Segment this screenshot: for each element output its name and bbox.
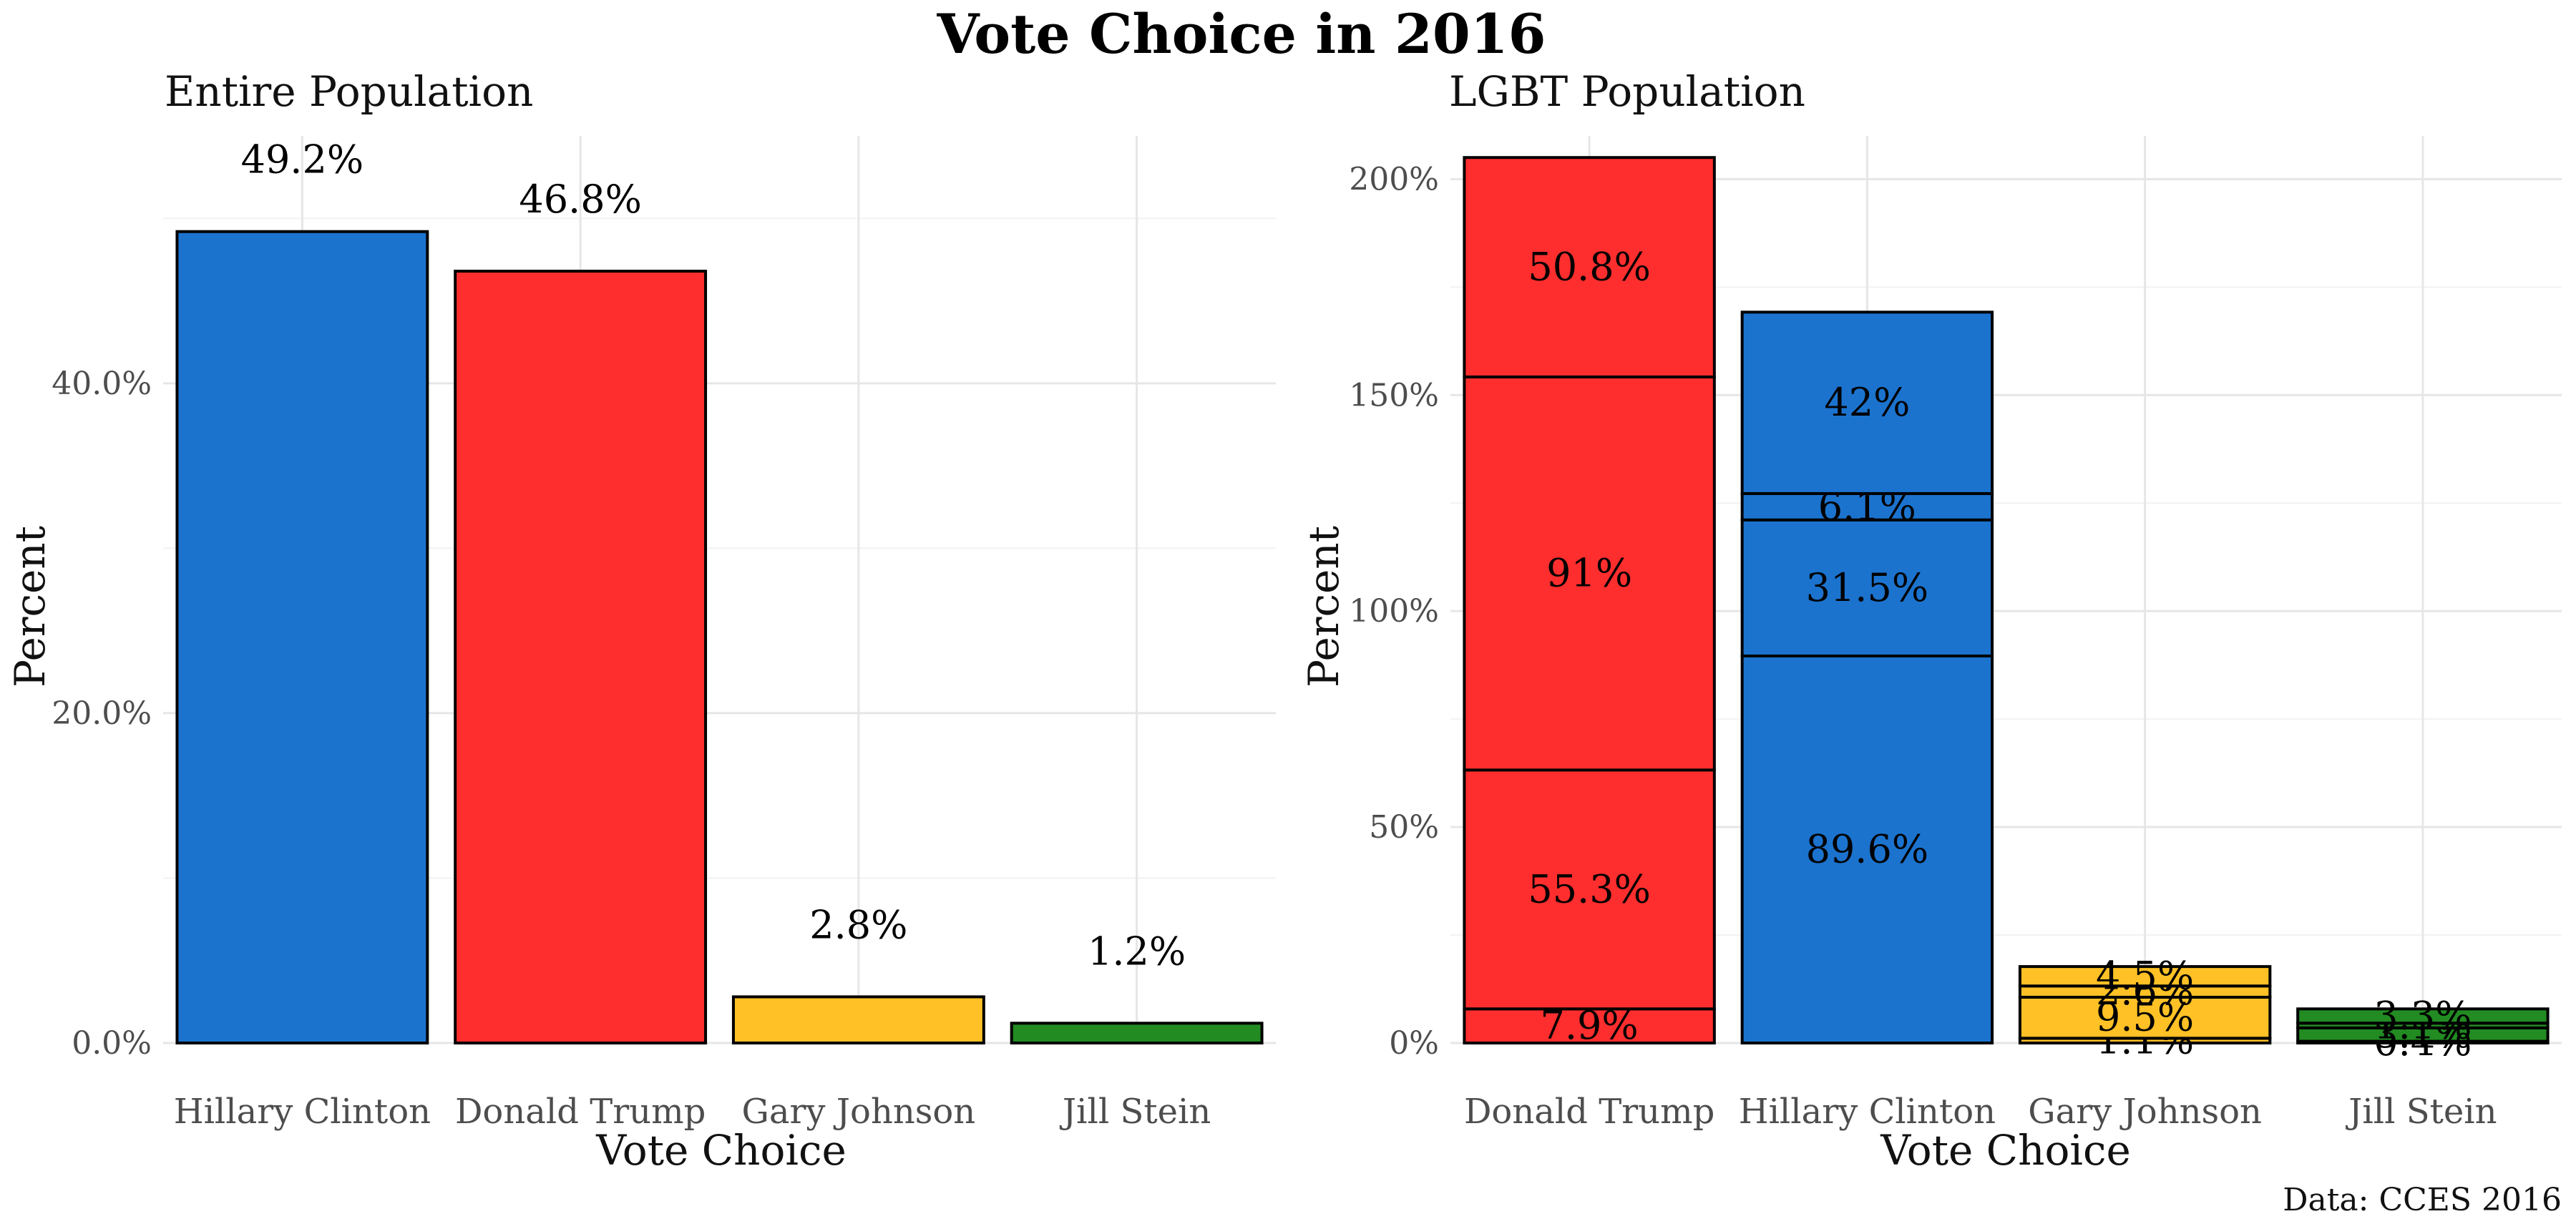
lgbt-population-y-axis-title: Percent [1299, 526, 1348, 687]
lgbt-population-data-label-donald-trump-4: 50.8% [1528, 245, 1651, 290]
entire-population-panel: Entire Population 49.2% 46.8% 2.8% 1.2% 0.0… [6, 67, 1276, 1175]
entire-population-y-tick-label: 40.0% [52, 366, 152, 402]
lgbt-population-bars: 7.9%55.3%91%50.8%89.6%31.5%6.1%42%1.1%9.… [1463, 156, 2550, 1064]
entire-population-x-tick-jill-stein: Jill Stein [1059, 1092, 1211, 1132]
entire-population-bar-donald-trump [454, 270, 708, 1045]
entire-population-y-tick-label: 20.0% [52, 695, 152, 732]
lgbt-population-bar-hillary-clinton-segment-2 [1740, 518, 1994, 657]
lgbt-population-x-tick-gary-johnson: Gary Johnson [2028, 1092, 2262, 1132]
lgbt-population-data-label-donald-trump-2: 55.3% [1528, 866, 1651, 911]
entire-population-data-label-jill-stein: 1.2% [1088, 929, 1186, 974]
lgbt-population-bar-donald-trump-segment-2 [1463, 768, 1716, 1011]
lgbt-population-bar-gary-johnson-segment-4 [2018, 965, 2272, 988]
entire-population-bar-jill-stein [1010, 1022, 1264, 1045]
entire-population-data-label-hillary-clinton: 49.2% [241, 137, 364, 182]
lgbt-population-y-tick-label: 0% [1389, 1025, 1439, 1062]
lgbt-population-y-tick-label: 50% [1369, 809, 1439, 846]
lgbt-population-y-ticks: 0% 50% 100% 150% 200% [1349, 161, 1439, 1062]
chart-title: Vote Choice in 2016 [936, 2, 1546, 66]
entire-population-subtitle: Entire Population [165, 67, 533, 116]
entire-population-y-tick-label: 0.0% [72, 1025, 152, 1062]
lgbt-population-y-tick-label: 100% [1349, 593, 1439, 630]
lgbt-population-bar-hillary-clinton-segment-4 [1740, 310, 1994, 495]
lgbt-population-data-label-jill-stein-4: 3.3% [2373, 993, 2472, 1038]
entire-population-bar-hillary-clinton [175, 230, 429, 1045]
lgbt-population-x-tick-donald-trump: Donald Trump [1464, 1092, 1714, 1132]
lgbt-population-bar-jill-stein-segment-4 [2296, 1007, 2550, 1025]
lgbt-population-data-label-donald-trump-3: 91% [1546, 551, 1632, 596]
lgbt-population-data-label-hillary-clinton-4: 42% [1824, 380, 1910, 425]
entire-population-x-axis-title: Vote Choice [595, 1126, 847, 1175]
lgbt-population-data-label-gary-johnson-4: 4.5% [2096, 954, 2194, 999]
lgbt-population-data-label-gary-johnson-2: 9.5% [2096, 995, 2194, 1040]
entire-population-y-axis-title: Percent [6, 526, 54, 687]
entire-population-x-tick-donald-trump: Donald Trump [455, 1092, 706, 1132]
lgbt-population-subtitle: LGBT Population [1449, 67, 1805, 116]
lgbt-population-data-label-hillary-clinton-2: 31.5% [1806, 565, 1929, 610]
lgbt-population-x-tick-hillary-clinton: Hillary Clinton [1739, 1092, 1996, 1132]
entire-population-x-ticks: Hillary Clinton Donald Trump Gary Johnson J… [174, 1092, 1211, 1132]
lgbt-population-x-ticks: Donald Trump Hillary Clinton Gary Johnson J… [1464, 1092, 2497, 1132]
entire-population-bar-gary-johnson [731, 995, 985, 1044]
lgbt-population-bar-donald-trump-segment-4 [1463, 156, 1716, 378]
entire-population-x-tick-hillary-clinton: Hillary Clinton [174, 1092, 431, 1132]
lgbt-population-panel: LGBT Population 7.9% 55.3% 91% 50.8% 89.6% 31… [1299, 67, 2562, 1175]
lgbt-population-data-label-donald-trump-1: 7.9% [1541, 1003, 1639, 1048]
entire-population-bars: 49.2% 46.8% 2.8% 1.2% [175, 137, 1264, 1045]
lgbt-population-x-tick-jill-stein: Jill Stein [2345, 1092, 2497, 1132]
entire-population-data-label-gary-johnson: 2.8% [809, 902, 907, 947]
entire-population-y-ticks: 0.0% 20.0% 40.0% [52, 366, 152, 1062]
lgbt-population-y-tick-label: 150% [1349, 377, 1439, 413]
data-source-caption: Data: CCES 2016 [2283, 1182, 2562, 1218]
lgbt-population-x-axis-title: Vote Choice [1880, 1126, 2131, 1175]
entire-population-x-tick-gary-johnson: Gary Johnson [742, 1092, 976, 1132]
lgbt-population-y-tick-label: 200% [1349, 161, 1439, 197]
lgbt-population-data-label-hillary-clinton-1: 89.6% [1806, 826, 1929, 871]
entire-population-data-label-donald-trump: 46.8% [519, 177, 642, 222]
lgbt-population-bar-donald-trump-segment-3 [1463, 375, 1716, 772]
